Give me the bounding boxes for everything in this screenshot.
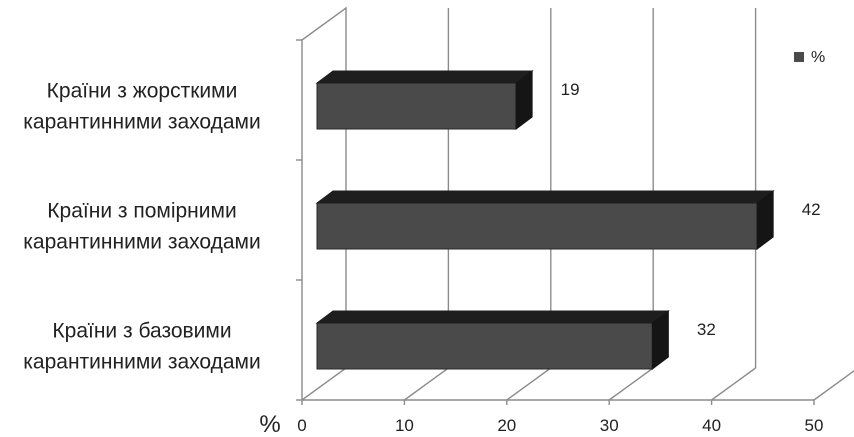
bar xyxy=(315,70,534,130)
bar-front xyxy=(316,82,517,130)
category-label-line: карантинними заходами xyxy=(23,111,260,134)
legend-label: % xyxy=(811,49,825,66)
data-label: 32 xyxy=(697,320,716,339)
x-tick-label: 50 xyxy=(805,416,824,435)
x-tick-label: 20 xyxy=(497,416,516,435)
bars xyxy=(315,70,775,370)
x-tick-label: 0 xyxy=(297,416,306,435)
legend: % xyxy=(794,49,825,66)
x-axis-unit-label: % xyxy=(259,411,280,437)
floor-line-20 xyxy=(506,367,552,401)
legend-swatch xyxy=(794,52,804,62)
data-label: 42 xyxy=(802,200,821,219)
bar-top xyxy=(315,70,534,84)
category-label-line: карантинними заходами xyxy=(23,351,260,374)
category-label-line: Країни з помірними xyxy=(47,200,236,223)
bar-front xyxy=(316,322,653,370)
floor-line-50 xyxy=(813,370,854,401)
bar xyxy=(315,310,670,370)
category-label: Країни з жорсткими карантинними заходами xyxy=(23,80,260,134)
x-tick-label: 30 xyxy=(600,416,619,435)
floor-line-30 xyxy=(608,367,654,401)
floor-line-10 xyxy=(403,367,449,401)
category-label: Країни з базовими карантинними заходами xyxy=(23,320,260,374)
gridlines xyxy=(296,8,854,405)
legend-item: % xyxy=(794,49,825,66)
category-label-line: Країни з жорсткими xyxy=(47,80,238,103)
bar-side xyxy=(756,190,774,250)
bar-top xyxy=(315,310,670,324)
bar-side xyxy=(515,70,533,130)
bar-side xyxy=(651,310,669,370)
floor-line-0 xyxy=(301,367,347,401)
data-label: 19 xyxy=(561,80,580,99)
bar xyxy=(315,190,775,250)
labels: 0 10 20 30 40 50% 19 Країни з жорсткими карантин… xyxy=(23,80,823,437)
category-label-line: карантинними заходами xyxy=(23,231,260,254)
chart-walls xyxy=(301,6,814,401)
x-tick-label: 10 xyxy=(395,416,414,435)
bar-front xyxy=(316,202,758,250)
left-wall xyxy=(301,6,347,400)
bar-top xyxy=(315,190,775,204)
category-label-line: Країни з базовими xyxy=(52,320,231,343)
category-label: Країни з помірними карантинними заходами xyxy=(23,200,260,254)
x-tick-label: 40 xyxy=(702,416,721,435)
floor-line-40 xyxy=(711,367,757,401)
